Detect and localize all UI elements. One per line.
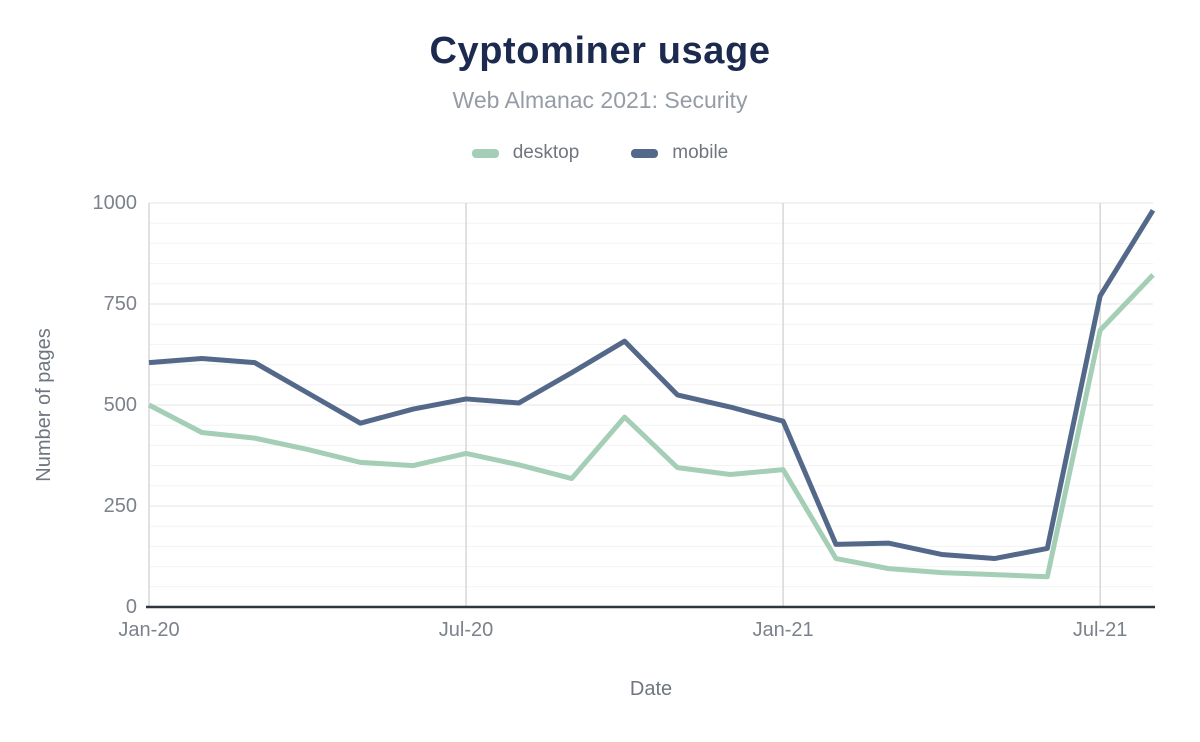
x-tick-label: Jan-21 bbox=[752, 619, 814, 641]
legend-item-desktop: desktop bbox=[471, 142, 580, 164]
y-tick-label: 750 bbox=[103, 293, 137, 315]
legend: desktop mobile bbox=[0, 142, 1200, 164]
legend-label-desktop: desktop bbox=[512, 142, 580, 163]
x-tick-label: Jul-21 bbox=[1072, 619, 1128, 641]
desktop-series-swatch bbox=[471, 148, 499, 158]
x-tick-label: Jul-20 bbox=[438, 619, 494, 641]
desktop-line bbox=[147, 273, 1155, 580]
mobile-series-swatch bbox=[631, 148, 659, 158]
x-tick-label: Jan-20 bbox=[118, 619, 180, 641]
y-axis-title: Number of pages bbox=[33, 328, 55, 482]
y-tick-label: 1000 bbox=[92, 192, 138, 214]
chart-subtitle: Web Almanac 2021: Security bbox=[452, 87, 748, 113]
chart-title: Cyptominer usage bbox=[429, 30, 771, 72]
x-axis-title: Date bbox=[629, 678, 673, 700]
y-tick-label: 500 bbox=[103, 394, 137, 416]
y-tick-label: 250 bbox=[103, 495, 137, 517]
y-tick-label: 0 bbox=[125, 596, 137, 618]
legend-item-mobile: mobile bbox=[631, 142, 728, 164]
mobile-line bbox=[148, 208, 1156, 562]
legend-label-mobile: mobile bbox=[672, 142, 729, 163]
